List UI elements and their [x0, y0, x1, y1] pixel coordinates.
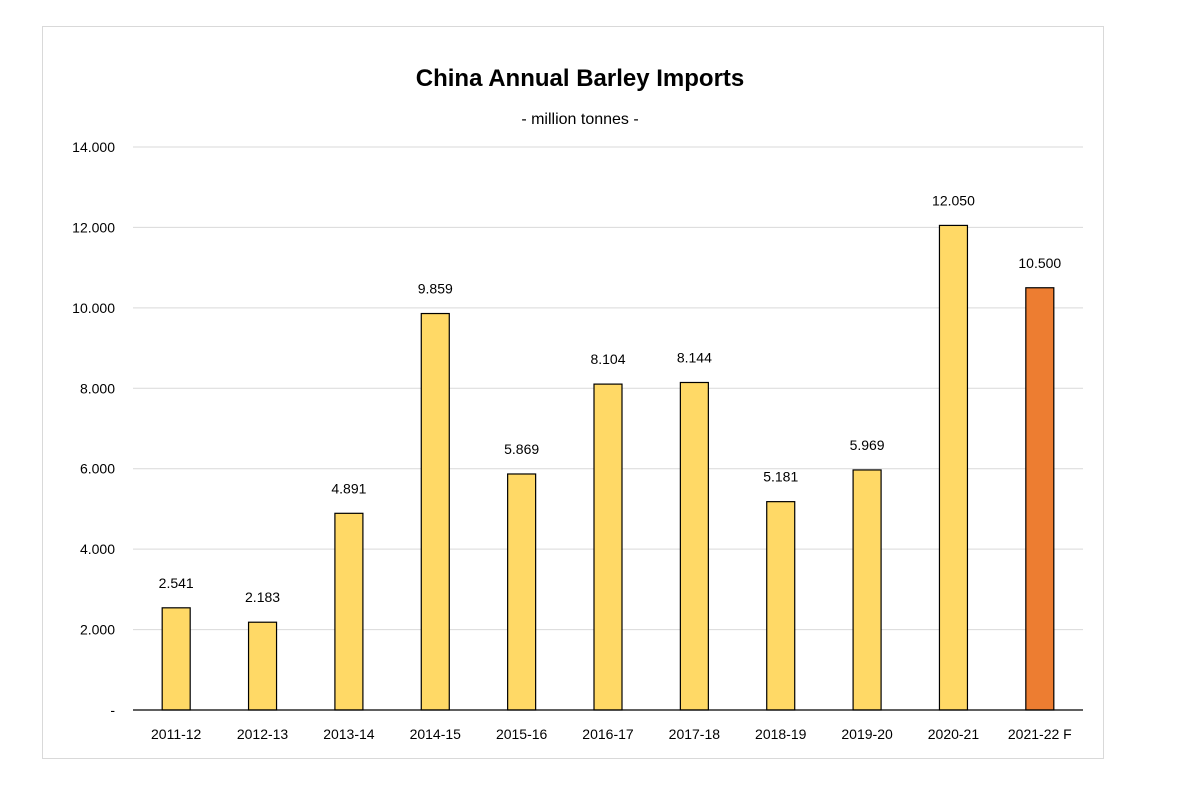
gridlines: [133, 146, 1083, 631]
data-label: 2.183: [245, 589, 280, 605]
data-label: 4.891: [331, 480, 366, 496]
x-category-label: 2019-20: [841, 726, 893, 742]
bar: [507, 473, 537, 711]
data-label: 8.144: [677, 349, 712, 365]
y-tick-label: -: [110, 702, 115, 718]
x-category-label: 2011-12: [151, 726, 202, 742]
x-category-label: 2020-21: [928, 726, 980, 742]
y-tick-label: 10.000: [72, 300, 115, 316]
data-label: 5.181: [763, 469, 798, 485]
bars: [161, 224, 1055, 711]
y-axis-ticks: - 2.000 4.000 6.000 8.000 10.000 12.000 14.000: [72, 139, 115, 718]
data-label: 5.869: [504, 441, 539, 457]
x-category-label: 2018-19: [755, 726, 807, 742]
x-category-label: 2016-17: [582, 726, 634, 742]
x-category-label: 2013-14: [323, 726, 375, 742]
bar: [161, 607, 191, 711]
chart-subtitle: - million tonnes -: [521, 111, 638, 128]
y-tick-label: 6.000: [80, 461, 115, 477]
x-category-label: 2014-15: [410, 726, 462, 742]
y-tick-label: 2.000: [80, 622, 115, 638]
bar: [593, 383, 623, 711]
x-category-label: 2021-22 F: [1008, 726, 1072, 742]
data-label: 5.969: [850, 437, 885, 453]
x-category-label: 2012-13: [237, 726, 289, 742]
bar: [679, 381, 709, 711]
bar: [938, 224, 969, 711]
chart-area: [42, 26, 1104, 759]
data-labels: 2.541 2.183 4.891 9.859 5.869 8.104 8.144 5.181…: [159, 192, 1062, 605]
bar: [1025, 287, 1055, 711]
bar: [766, 501, 796, 711]
x-category-label: 2015-16: [496, 726, 548, 742]
bar: [247, 621, 278, 711]
x-category-label: 2017-18: [669, 726, 721, 742]
data-label: 12.050: [932, 192, 975, 208]
data-label: 10.500: [1018, 255, 1061, 271]
y-tick-label: 4.000: [80, 541, 115, 557]
x-axis-categories: 2011-12 2012-13 2013-14 2014-15 2015-16 2016-…: [151, 726, 1072, 742]
data-label: 9.859: [418, 281, 453, 297]
chart-title: China Annual Barley Imports: [416, 65, 745, 92]
data-label: 8.104: [590, 351, 625, 367]
y-tick-label: 14.000: [72, 139, 115, 155]
bar: [420, 312, 450, 711]
bar: [852, 469, 882, 711]
bar: [334, 512, 364, 711]
y-tick-label: 8.000: [80, 380, 115, 396]
data-label: 2.541: [159, 575, 194, 591]
y-tick-label: 12.000: [72, 219, 115, 235]
